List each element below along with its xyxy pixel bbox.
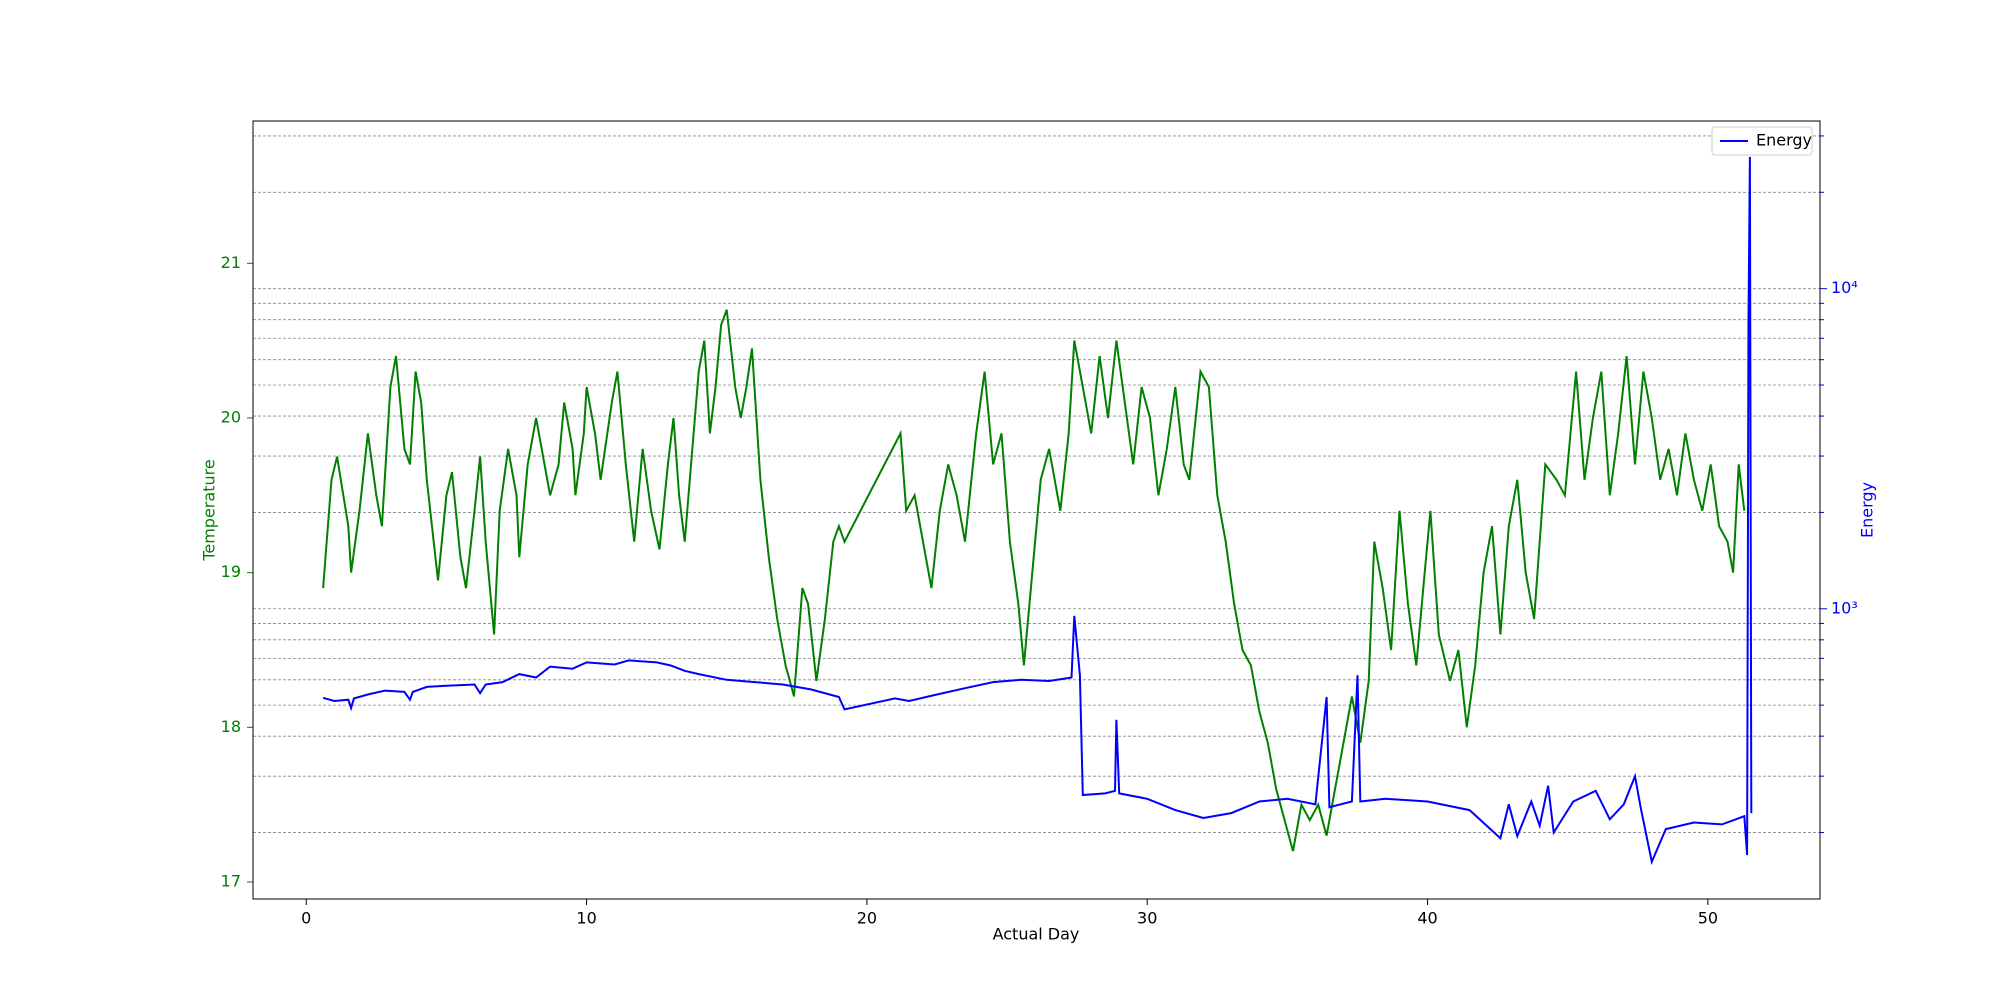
y-tick-label: 20 [221, 407, 241, 426]
x-tick-label: 40 [1417, 909, 1437, 928]
y-tick-label: 21 [221, 253, 241, 272]
x-tick-label: 20 [857, 909, 877, 928]
y-tick-label: 19 [221, 562, 241, 581]
x-axis-label: Actual Day [993, 925, 1080, 944]
x-tick-label: 10 [576, 909, 596, 928]
y-tick-label: 18 [221, 717, 241, 736]
series-line [322, 156, 1753, 866]
y2-tick-label: 10³ [1831, 598, 1858, 617]
series-line [322, 309, 1746, 852]
x-tick-label: 0 [301, 909, 311, 928]
legend-box [1711, 126, 1813, 156]
y-tick-label: 17 [221, 871, 241, 890]
y2-tick-label: 10⁴ [1831, 278, 1858, 297]
x-tick-label: 30 [1137, 909, 1157, 928]
y-axis-label: Temperature [200, 459, 219, 561]
plot-frame [252, 120, 1821, 900]
y2-axis-label: Energy [1858, 482, 1877, 538]
x-tick-label: 50 [1698, 909, 1718, 928]
legend-label: Energy [1756, 131, 1812, 150]
